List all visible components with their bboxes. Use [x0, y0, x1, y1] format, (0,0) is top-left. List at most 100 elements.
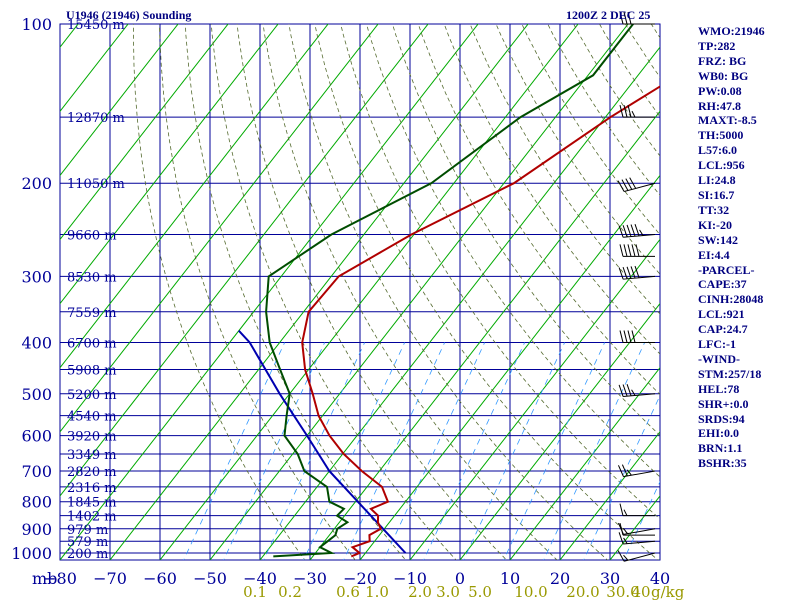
temperature-label: 20 [550, 569, 570, 588]
isotherm-line [209, 24, 629, 560]
wind-barb-feather [623, 330, 628, 343]
height-label: 3920 m [67, 430, 117, 445]
dry-adiabat-line [159, 24, 356, 560]
wind-barb-feather [626, 469, 632, 476]
temperature-label: −20 [343, 569, 377, 588]
wind-barb-feather [634, 224, 640, 237]
index-item: SI:16.7 [698, 187, 735, 202]
isotherm-line [559, 430, 660, 560]
index-item: -WIND- [698, 351, 740, 366]
mixing-ratio-line [303, 342, 406, 560]
temperature-label: −70 [93, 569, 127, 588]
dry-adiabat-line [288, 24, 609, 560]
temperature-label: 0 [455, 569, 465, 588]
index-item: FRZ: BG [698, 53, 747, 68]
mixing-ratio-line [463, 342, 566, 560]
dry-adiabat-line [599, 24, 660, 118]
wind-barb-feather [630, 266, 636, 279]
mixing-ratio-unit: g/kg [651, 583, 685, 600]
pressure-grid [59, 23, 661, 561]
mixing-ratio-label: 10.0 [514, 583, 547, 600]
dry-adiabat-line [236, 24, 508, 560]
wind-barb-feather [631, 110, 636, 118]
temperature-profile [301, 85, 660, 558]
wind-barb-feather [623, 11, 628, 25]
index-item: SHR+:0.0 [698, 396, 749, 411]
wind-barb-feather [631, 330, 636, 343]
mixing-ratio-label: 0.6 [336, 583, 360, 600]
thermo-background [60, 24, 660, 560]
wind-barb-feather [617, 550, 625, 562]
wind-barb-feather [618, 384, 624, 397]
station-title: U1946 (21946) Sounding [66, 8, 192, 22]
dry-adiabat-line [366, 24, 660, 478]
mixing-ratio-label: 40 [631, 583, 650, 600]
wind-barb-feather [630, 224, 636, 237]
isotherm-line [159, 24, 579, 560]
mixing-ratio-line [183, 342, 286, 560]
index-item: TP:282 [698, 38, 736, 53]
sounding-profiles [238, 24, 660, 558]
dry-adiabat-line [184, 24, 407, 560]
height-label: 2820 m [67, 465, 117, 480]
wind-barb-feather [623, 537, 628, 544]
height-label: 1845 m [67, 496, 117, 511]
isotherm-line [60, 24, 279, 305]
wind-barb-feather [631, 389, 636, 396]
pressure-label-300: 300 [21, 267, 52, 286]
index-item: RH:47.8 [698, 98, 741, 113]
index-item: L57:6.0 [698, 143, 737, 158]
index-item: TT:32 [698, 202, 730, 217]
wind-barb-feather [627, 11, 632, 25]
dry-adiabat-line [443, 24, 660, 355]
height-label: 979 m [67, 523, 108, 538]
isotherm-line [60, 24, 379, 433]
isotherm-line [259, 46, 660, 560]
x-axis-unit-label: mb [32, 569, 57, 588]
index-item: MAXT:-8.5 [698, 113, 757, 128]
temperature-label: −30 [293, 569, 327, 588]
mixing-ratio-label: 0.1 [243, 583, 267, 600]
mixing-ratio-line [543, 342, 646, 560]
pressure-label-200: 200 [21, 174, 52, 193]
wind-barb-feather [617, 465, 624, 477]
wind-barb-feather [617, 522, 624, 535]
isotherm-line [60, 24, 429, 497]
temperature-label: 40 [650, 569, 670, 588]
height-label: 6700 m [67, 336, 117, 351]
wind-barb-feather [621, 464, 628, 477]
height-label: 8530 m [67, 270, 117, 285]
height-label: 3349 m [67, 448, 117, 463]
index-item: WB0: BG [698, 68, 749, 83]
index-item: HEL:78 [698, 381, 740, 396]
dry-adiabat-line [262, 24, 558, 560]
isotherm-line [109, 24, 529, 560]
height-label: 11050 m [67, 177, 125, 192]
index-item: CINH:28048 [698, 292, 764, 307]
isotherm-line [509, 366, 660, 560]
dry-adiabat-line [392, 24, 660, 436]
wind-barb-feather [639, 229, 644, 236]
mixing-ratio-label: 1.0 [365, 583, 389, 600]
wind-barb-staff [623, 393, 656, 398]
height-label: 200 m [67, 547, 108, 562]
mixing-ratio-line [263, 342, 366, 560]
wind-barb-staff [623, 528, 656, 535]
temperature-label: −50 [193, 569, 227, 588]
wind-barb-feather [619, 244, 624, 257]
wind-barb-feather [629, 177, 637, 189]
wind-barb-feather [618, 267, 624, 280]
pressure-label-500: 500 [21, 385, 52, 404]
index-item: PW:0.08 [698, 83, 742, 98]
wind-barb-feather [627, 105, 632, 118]
wind-barb-feather [618, 532, 624, 545]
index-item: WMO:21946 [698, 24, 765, 38]
mixing-ratio-label: 0.2 [278, 583, 302, 600]
wind-barb-feather [623, 244, 628, 257]
indices-panel: WMO:21946 TP:282 FRZ: BG WB0: BG PW:0.08 RH:4… [698, 24, 765, 471]
height-label: 9660 m [67, 229, 117, 244]
temperature-label: −40 [243, 569, 277, 588]
height-label: 7559 m [67, 306, 117, 321]
isotherm-line [359, 174, 660, 560]
index-item: LI:24.8 [698, 173, 736, 188]
